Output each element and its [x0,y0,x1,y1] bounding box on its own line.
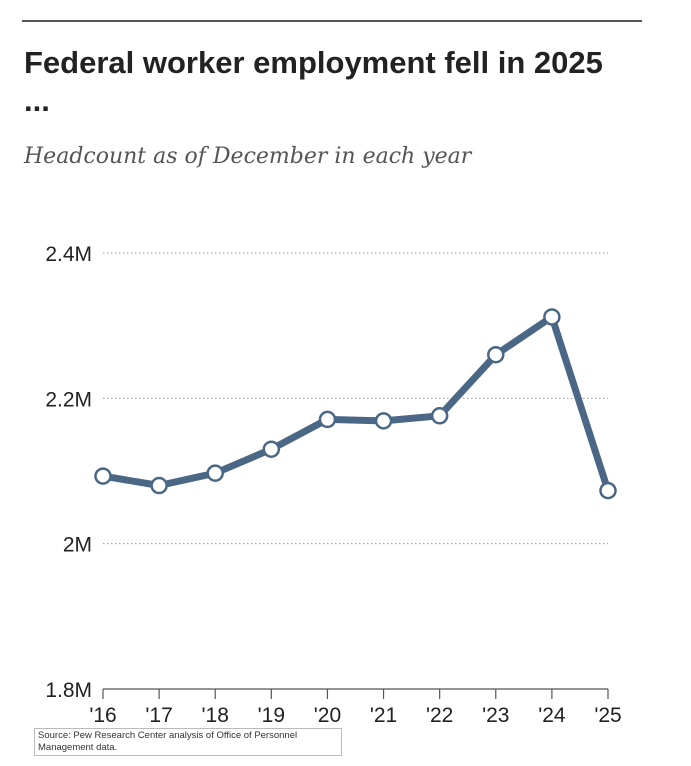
data-point [543,308,561,326]
x-tick-label: '24 [538,704,566,727]
data-point [430,407,449,425]
source-note: Source: Pew Research Center analysis of … [34,728,342,756]
data-point [374,412,393,430]
data-point [206,464,224,482]
data-point [150,476,168,495]
data-point [318,410,337,429]
top-rule [22,20,642,22]
x-tick-label: '17 [145,704,172,727]
y-axis-labels: 1.8M 2M 2.2M 2.4M [45,243,92,702]
series-line [99,313,612,495]
y-tick-label: 1.8M [45,679,92,702]
y-tick-label: 2M [63,534,92,557]
data-point [94,467,112,485]
x-tick-label: '21 [370,704,397,727]
x-tick-label: '25 [594,704,621,727]
data-point [262,440,281,458]
x-tick-label: '23 [482,704,509,727]
gridlines [103,252,608,545]
x-tick-label: '16 [89,704,116,727]
y-tick-label: 2.4M [45,243,92,266]
x-tick-label: '18 [202,704,229,727]
data-point [599,481,617,500]
chart-title: Federal worker employment fell in 2025 .… [24,45,603,118]
y-tick-label: 2.2M [45,388,92,411]
series-headcount [94,308,617,500]
data-point [487,345,505,364]
x-tick-label: '22 [426,704,453,727]
x-tick-label: '20 [314,704,341,727]
x-tick-label: '19 [258,704,285,727]
x-axis: '16 '17 '18 '19 '20 '21 '22 '23 '24 '25 [89,688,622,727]
chart-subtitle: Headcount as of December in each year [24,144,472,169]
